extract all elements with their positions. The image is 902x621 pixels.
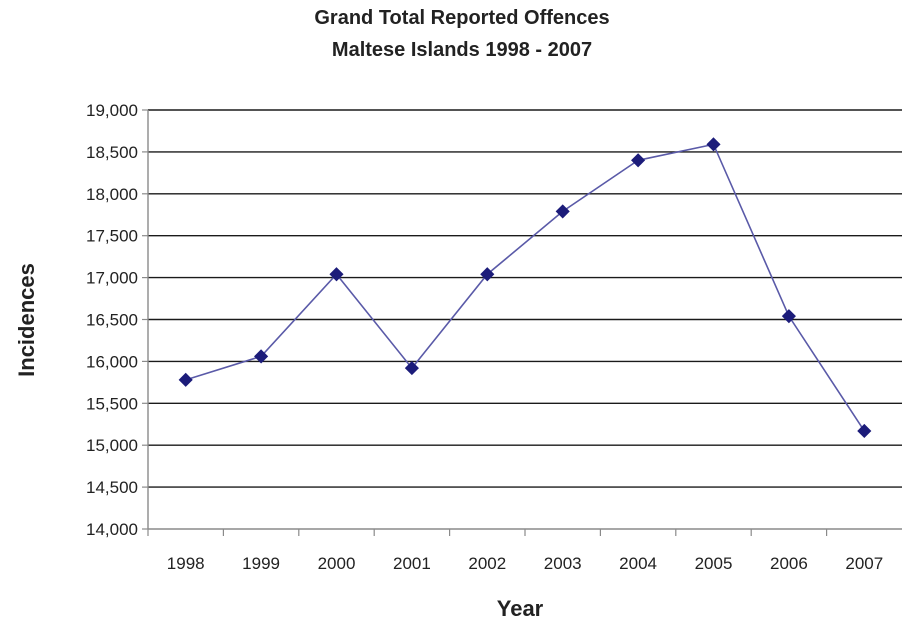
chart-subtitle: Maltese Islands 1998 - 2007	[332, 39, 592, 61]
y-tick-label: 15,000	[86, 436, 138, 455]
x-tick-label: 2003	[544, 554, 582, 573]
y-axis-title: Incidences	[14, 263, 39, 377]
x-tick-labels: 1998 1999 2000 2001 2002 2003 2004 2005 2006 2007	[167, 554, 883, 573]
chart-title: Grand Total Reported Offences	[314, 7, 609, 29]
y-tick-label: 19,000	[86, 101, 138, 120]
x-tick-label: 2000	[318, 554, 356, 573]
data-point-2001	[404, 361, 419, 376]
data-point-2002	[480, 267, 495, 282]
gridlines	[148, 109, 902, 488]
axes	[142, 109, 902, 536]
data-point-1999	[254, 349, 269, 364]
x-tick-label: 2006	[770, 554, 808, 573]
y-tick-label: 14,000	[86, 520, 138, 539]
y-tick-label: 16,000	[86, 352, 138, 371]
data-point-2006	[781, 309, 796, 324]
y-tick-label: 15,500	[86, 394, 138, 413]
x-tick-label: 1998	[167, 554, 205, 573]
series	[178, 137, 872, 439]
x-tick-label: 2004	[619, 554, 657, 573]
data-point-2004	[631, 153, 646, 168]
data-point-2007	[857, 423, 872, 439]
y-tick-label: 18,500	[86, 143, 138, 162]
y-tick-label: 16,500	[86, 311, 138, 330]
y-tick-label: 17,000	[86, 269, 138, 288]
x-tick-label: 2007	[845, 554, 883, 573]
y-tick-label: 14,500	[86, 478, 138, 497]
x-tick-label: 2002	[468, 554, 506, 573]
x-axis-title: Year	[497, 596, 544, 621]
series-line	[185, 143, 865, 432]
data-point-1998	[178, 372, 193, 387]
data-point-2003	[555, 204, 570, 219]
y-tick-labels: 14,000 14,500 15,000 15,500 16,000 16,500 17,0…	[86, 101, 138, 539]
y-tick-label: 17,500	[86, 227, 138, 246]
x-tick-label: 2001	[393, 554, 431, 573]
data-point-2000	[329, 267, 344, 282]
x-tick-label: 2005	[695, 554, 733, 573]
y-tick-label: 18,000	[86, 185, 138, 204]
x-tick-label: 1999	[242, 554, 280, 573]
data-point-2005	[706, 137, 721, 152]
